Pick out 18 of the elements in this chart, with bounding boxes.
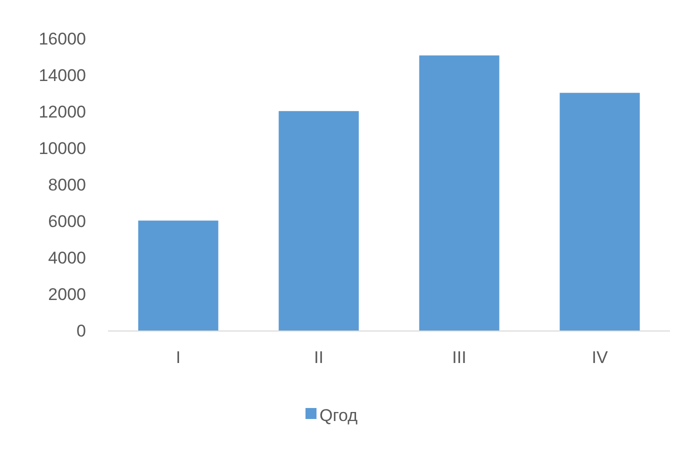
y-tick-label: 6000 [48, 212, 86, 231]
bar [278, 111, 359, 331]
y-tick-label: 12000 [38, 102, 86, 122]
x-tick-label: II [314, 348, 324, 368]
x-tick-label: III [452, 348, 466, 368]
y-tick-label: 0 [76, 321, 86, 340]
x-tick-label: IV [592, 348, 608, 368]
x-tick-label: I [176, 348, 181, 368]
y-tick-label: 10000 [38, 138, 86, 158]
y-tick-label: 16000 [38, 29, 86, 48]
y-tick-label: 2000 [48, 284, 86, 304]
bar [560, 92, 640, 331]
y-tick-label: 4000 [48, 248, 86, 268]
legend-label: Qгод [320, 406, 358, 425]
y-tick-label: 14000 [38, 66, 86, 85]
bar [138, 220, 218, 331]
y-tick-label: 8000 [48, 175, 86, 194]
bar [419, 55, 500, 331]
